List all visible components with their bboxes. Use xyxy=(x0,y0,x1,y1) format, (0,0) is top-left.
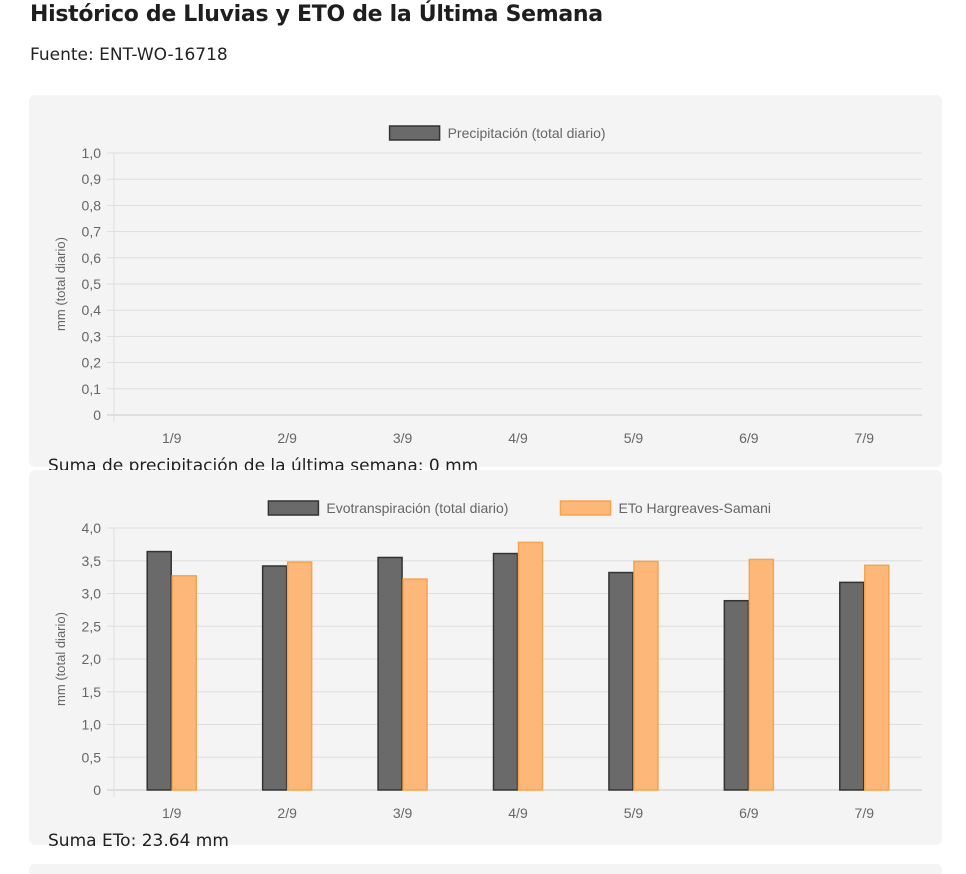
y-tick-label: 0,3 xyxy=(82,328,102,344)
y-tick-label: 0,4 xyxy=(82,302,102,318)
bar-primary xyxy=(608,571,634,791)
source-label: Fuente: ENT-WO-16718 xyxy=(30,45,228,65)
bar-primary xyxy=(377,556,403,791)
bar-primary xyxy=(261,565,288,791)
x-tick-label: 1/9 xyxy=(162,430,182,446)
legend-swatch xyxy=(388,125,441,141)
x-tick-label: 4/9 xyxy=(508,805,528,821)
y-tick-label: 3,5 xyxy=(82,553,102,569)
y-tick-label: 0,6 xyxy=(82,250,102,266)
y-tick-label: 0,5 xyxy=(82,276,102,292)
next-card-edge xyxy=(29,864,942,874)
y-tick-label: 4,0 xyxy=(82,520,102,536)
x-tick-label: 4/9 xyxy=(508,430,528,446)
y-tick-label: 0 xyxy=(93,782,101,798)
bar-secondary xyxy=(633,560,659,791)
page-title: Histórico de Lluvias y ETO de la Última … xyxy=(30,2,603,27)
bar-primary xyxy=(723,599,750,791)
y-tick-label: 0,2 xyxy=(82,355,102,371)
y-tick-label: 1,5 xyxy=(82,684,102,700)
x-tick-label: 7/9 xyxy=(855,430,875,446)
x-tick-label: 6/9 xyxy=(739,430,759,446)
x-tick-label: 5/9 xyxy=(624,430,644,446)
bar-secondary xyxy=(748,558,775,791)
y-tick-label: 0,9 xyxy=(82,171,102,187)
eto-chart: 0 0,5 1,0 1,5 2,0 2,5 3,0 3,5 4,0 mm (total diari… xyxy=(53,500,922,821)
bar-secondary xyxy=(517,541,544,791)
bar-primary xyxy=(839,581,865,791)
bar-secondary xyxy=(286,561,313,791)
y-tick-label: 0,8 xyxy=(82,197,102,213)
precipitation-chart-card: 0 0,1 0,2 0,3 0,4 0,5 0,6 0,7 0,8 0,9 1,0 mm (total… xyxy=(29,95,942,467)
y-tick-label: 2,0 xyxy=(82,651,102,667)
legend-swatch xyxy=(559,500,612,516)
legend-swatch xyxy=(267,500,320,516)
x-tick-label: 3/9 xyxy=(393,805,413,821)
x-tick-label: 5/9 xyxy=(624,805,644,821)
y-tick-label: 0,5 xyxy=(82,749,102,765)
precipitation-chart: 0 0,1 0,2 0,3 0,4 0,5 0,6 0,7 0,8 0,9 1,0 mm (total… xyxy=(53,125,922,446)
y-tick-label: 0,1 xyxy=(82,381,102,397)
y-tick-label: 1,0 xyxy=(82,717,102,733)
y-axis-title: mm (total diario) xyxy=(53,237,68,331)
x-tick-label: 2/9 xyxy=(277,805,297,821)
bar-primary xyxy=(492,552,519,791)
bar-secondary xyxy=(864,564,890,791)
x-tick-label: 3/9 xyxy=(393,430,413,446)
x-tick-label: 6/9 xyxy=(739,805,759,821)
x-tick-label: 7/9 xyxy=(855,805,875,821)
eto-chart-card: 0 0,5 1,0 1,5 2,0 2,5 3,0 3,5 4,0 mm (total diari… xyxy=(29,470,942,845)
legend-label: ETo Hargreaves-Samani xyxy=(619,500,772,516)
legend-label: Evotranspiración (total diario) xyxy=(326,500,508,516)
y-tick-label: 1,0 xyxy=(82,145,102,161)
eto-summary-label: Suma ETo: xyxy=(48,831,142,851)
bar-secondary xyxy=(402,578,428,791)
y-tick-label: 0 xyxy=(93,407,101,423)
y-tick-label: 3,0 xyxy=(82,586,102,602)
x-tick-label: 1/9 xyxy=(162,805,182,821)
y-tick-label: 2,5 xyxy=(82,618,102,634)
y-tick-label: 0,7 xyxy=(82,224,102,240)
eto-summary: Suma ETo: 23.64 mm xyxy=(48,831,229,851)
y-axis-title: mm (total diario) xyxy=(53,612,68,706)
bar-secondary xyxy=(171,575,197,791)
eto-summary-value: 23.64 mm xyxy=(141,831,229,851)
bar-primary xyxy=(146,550,172,791)
legend-label: Precipitación (total diario) xyxy=(448,125,606,141)
x-tick-label: 2/9 xyxy=(277,430,297,446)
